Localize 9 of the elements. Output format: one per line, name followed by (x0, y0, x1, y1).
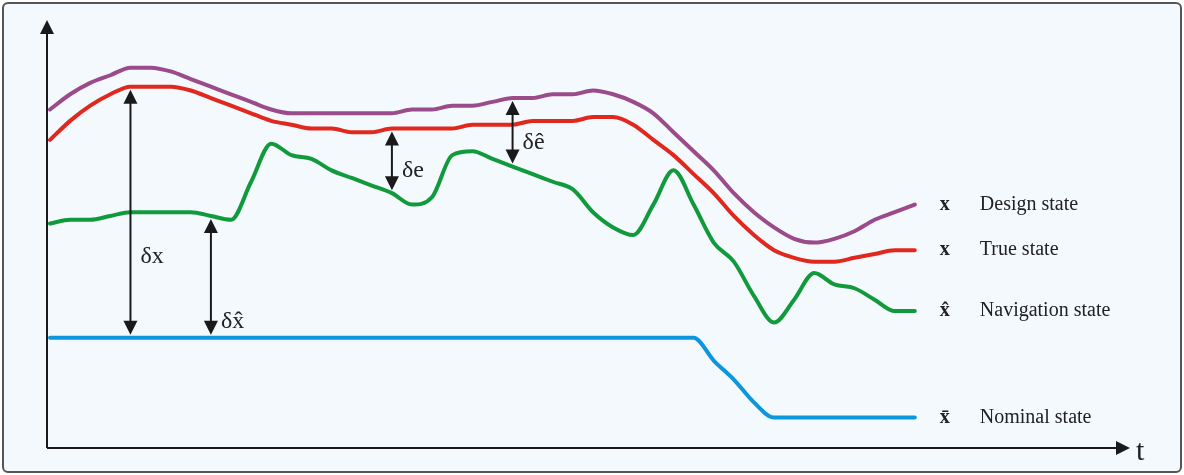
text: x̂ Navigation state (939, 298, 1111, 321)
annotation: δx̂ (220, 307, 245, 334)
annotation: δe (401, 156, 424, 183)
text: x Design state (939, 191, 1079, 214)
annotation: δx (140, 242, 164, 269)
text: t (1136, 432, 1145, 466)
text: x True state (939, 237, 1059, 260)
text: x̄ Nominal state (939, 404, 1092, 427)
annotation: δê (522, 127, 545, 154)
